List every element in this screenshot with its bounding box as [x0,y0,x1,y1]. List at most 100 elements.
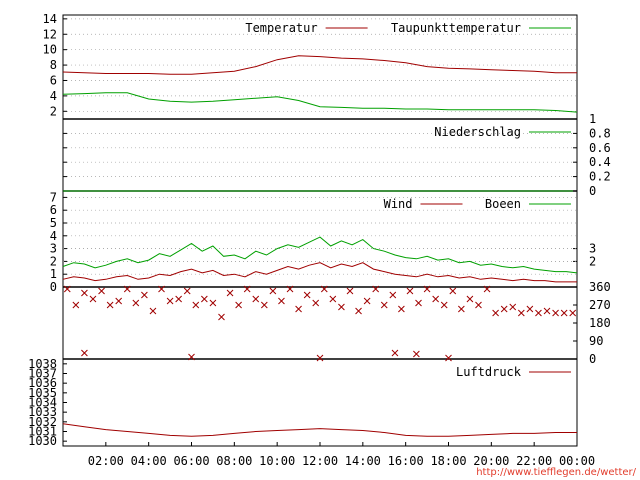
wind-direction-point [372,285,380,293]
y2-tick-label: 360 [589,280,611,294]
y-tick-label: 1036 [28,376,57,390]
wind-direction-point [552,309,559,317]
wind-direction-point [316,354,324,362]
wind-direction-point [303,291,311,299]
y2-tick-label: 3 [589,242,596,256]
y-tick-label: 6 [50,203,57,217]
wind-direction-point [243,285,251,293]
x-tick-label: 16:00 [388,454,424,468]
wind-direction-point [192,301,200,309]
wind-direction-point [535,309,542,317]
wind-direction-point [295,305,302,313]
legend-label: Boeen [485,197,521,211]
x-tick-label: 04:00 [131,454,167,468]
y-tick-label: 1033 [28,405,57,419]
wind-direction-point [445,354,452,362]
y2-tick-label: 0 [589,184,596,198]
x-tick-label: 12:00 [302,454,338,468]
x-tick-label: 14:00 [345,454,381,468]
wind-direction-point [560,309,568,317]
wind-direction-point [226,289,234,297]
y-tick-label: 3 [50,242,57,256]
y-tick-label: 5 [50,216,57,230]
series-line-taupunkttemperatur [62,92,578,113]
legend-label: Taupunkttemperatur [391,21,521,35]
y-tick-label: 1035 [28,386,57,400]
wind-direction-point [166,297,174,305]
y-tick-label: 6 [50,73,57,87]
wind-direction-point [338,303,345,311]
wind-direction-point [355,307,362,315]
y-tick-label: 1 [50,267,57,281]
wind-direction-point [449,287,457,295]
y2-tick-label: 1 [589,112,596,126]
wind-direction-point [235,301,242,309]
series-line-boeen [62,236,578,274]
wind-direction-point [432,295,440,303]
legend-label: Luftdruck [456,365,522,379]
credit-link[interactable]: http://www.tiefflegen.de/wetter/ [476,467,636,478]
wind-direction-point [406,287,414,295]
wind-direction-point [81,349,88,357]
y2-tick-label: 180 [589,316,611,330]
x-tick-label: 10:00 [259,454,295,468]
plot-frame [62,14,578,447]
y2-tick-label: 270 [589,298,611,312]
wind-direction-point [423,285,431,293]
wind-direction-point [363,297,371,305]
y2-tick-label: 0.4 [589,155,611,169]
y-tick-label: 4 [50,89,57,103]
y2-tick-label: 2 [589,254,596,268]
y-tick-label: 8 [50,58,57,72]
y2-tick-label: 90 [589,334,603,348]
series-line-wind [62,262,577,283]
legend-label: Niederschlag [434,125,521,139]
legend-label: Wind [384,197,413,211]
y-tick-label: 2 [50,104,57,118]
wind-direction-point [569,309,577,317]
wind-direction-point [526,305,534,313]
y-tick-label: 1032 [28,415,57,429]
y2-tick-label: 0.2 [589,170,611,184]
wind-direction-point [115,297,123,305]
x-tick-label: 18:00 [430,454,466,468]
wind-direction-point [500,305,508,313]
wind-direction-point [200,295,208,303]
wind-direction-point [123,285,131,293]
y-tick-label: 0 [50,280,57,294]
wind-direction-point [72,301,80,309]
wind-direction-point [509,303,517,311]
wind-direction-point [175,295,183,303]
wind-direction-point [312,299,320,307]
wind-direction-point [517,309,525,317]
wind-direction-point [398,305,405,313]
y-tick-label: 2 [50,254,57,268]
x-tick-label: 08:00 [216,454,252,468]
wind-direction-point [483,285,491,293]
wind-direction-point [188,353,195,361]
wind-direction-point [389,291,397,299]
series-line-temperatur [62,55,577,75]
y-tick-label: 1037 [28,367,57,381]
x-tick-label: 00:00 [559,454,595,468]
y-tick-label: 1031 [28,425,57,439]
wind-direction-point [466,295,474,303]
wind-direction-point [149,307,157,315]
wind-direction-point [98,287,105,295]
y-tick-label: 1034 [28,396,57,410]
wind-direction-point [141,291,148,299]
y2-tick-label: 0.6 [589,141,611,155]
wind-direction-point [278,297,285,305]
wind-direction-point [346,287,354,295]
y-tick-label: 1030 [28,434,57,448]
x-tick-label: 20:00 [473,454,509,468]
wind-direction-point [218,313,225,321]
legend-label: Temperatur [245,21,317,35]
wind-direction-point [413,350,420,358]
wind-direction-point [329,295,337,303]
wind-direction-point [415,299,422,307]
wind-direction-point [81,289,88,297]
x-tick-label: 06:00 [173,454,209,468]
